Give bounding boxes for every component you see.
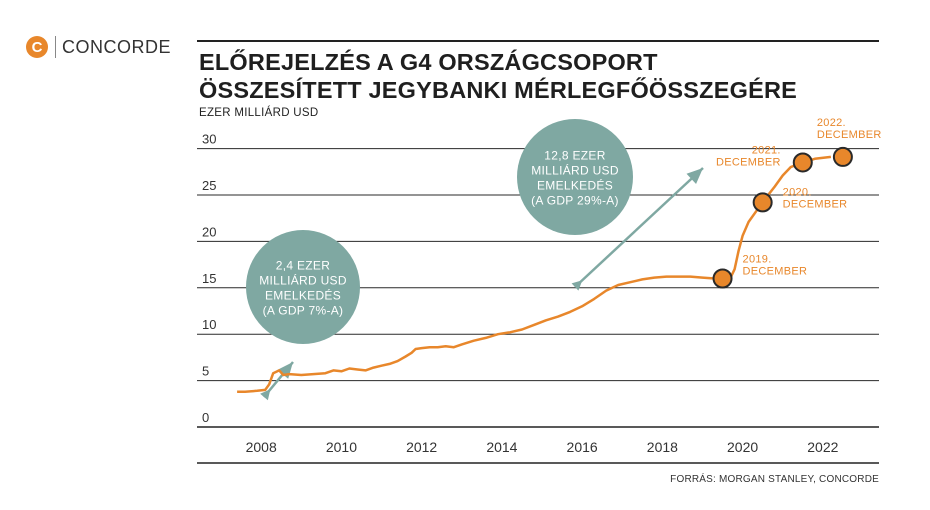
annotation-text: (A GDP 7%-A) — [263, 304, 344, 318]
annotation-bubble — [246, 230, 360, 344]
x-tick-label: 2020 — [727, 439, 758, 455]
x-tick-label: 2008 — [246, 439, 277, 455]
annotation-text: MILLIÁRD USD — [259, 273, 347, 288]
chart-title-line1: ELŐREJELZÉS A G4 ORSZÁGCSOPORT — [199, 49, 658, 75]
y-tick-label: 5 — [202, 364, 209, 379]
marker-label-year: 2020. — [783, 186, 812, 198]
annotation-arrow-head — [686, 168, 703, 185]
annotation-bubble — [517, 119, 633, 235]
source-note: FORRÁS: MORGAN STANLEY, CONCORDE — [670, 474, 879, 485]
data-marker — [792, 152, 813, 173]
concorde-c-icon: C — [26, 36, 48, 58]
chart-unit-label: EZER MILLIÁRD USD — [199, 107, 319, 119]
y-tick-label: 10 — [202, 317, 216, 332]
y-tick-label: 30 — [202, 132, 216, 147]
data-marker — [832, 146, 853, 167]
x-tick-label: 2012 — [406, 439, 437, 455]
x-tick-label: 2016 — [567, 439, 598, 455]
y-tick-label: 20 — [202, 224, 216, 239]
marker-label-month: DECEMBER — [716, 156, 781, 168]
annotation-text: MILLIÁRD USD — [531, 163, 619, 178]
marker-label-year: 2022. — [817, 117, 846, 129]
concorde-logo: C CONCORDE — [26, 36, 171, 58]
annotation-arrow-tail — [571, 280, 583, 291]
chart-title-line2: ÖSSZESÍTETT JEGYBANKI MÉRLEGFŐÖSSZEGÉRE — [199, 77, 797, 103]
chart-title: ELŐREJELZÉS A G4 ORSZÁGCSOPORT ÖSSZESÍTE… — [199, 48, 889, 104]
x-tick-label: 2022 — [807, 439, 838, 455]
annotation-arrow-shaft — [574, 167, 704, 288]
series-line — [237, 155, 832, 393]
marker-label-year: 2021. — [752, 144, 781, 156]
marker-label-month: DECEMBER — [743, 266, 808, 278]
annotation-text: (A GDP 29%-A) — [531, 194, 619, 208]
data-marker — [752, 192, 773, 213]
logo-divider — [55, 36, 56, 58]
annotation-text: 2,4 EZER — [276, 259, 330, 273]
x-tick-label: 2014 — [486, 439, 517, 455]
y-tick-label: 0 — [202, 410, 209, 425]
marker-label-year: 2019. — [743, 254, 772, 266]
marker-label-month: DECEMBER — [817, 129, 882, 141]
annotation-arrow-tail — [260, 389, 271, 401]
data-marker — [712, 268, 733, 289]
annotation-text: EMELKEDÉS — [265, 288, 341, 303]
brand-name: CONCORDE — [62, 36, 172, 57]
marker-label-month: DECEMBER — [783, 198, 848, 210]
annotation-text: EMELKEDÉS — [537, 178, 613, 193]
x-tick-label: 2010 — [326, 439, 357, 455]
y-tick-label: 25 — [202, 178, 216, 193]
title-rule — [197, 40, 879, 42]
y-tick-label: 15 — [202, 271, 216, 286]
x-tick-label: 2018 — [647, 439, 678, 455]
annotation-text: 12,8 EZER — [544, 149, 605, 163]
